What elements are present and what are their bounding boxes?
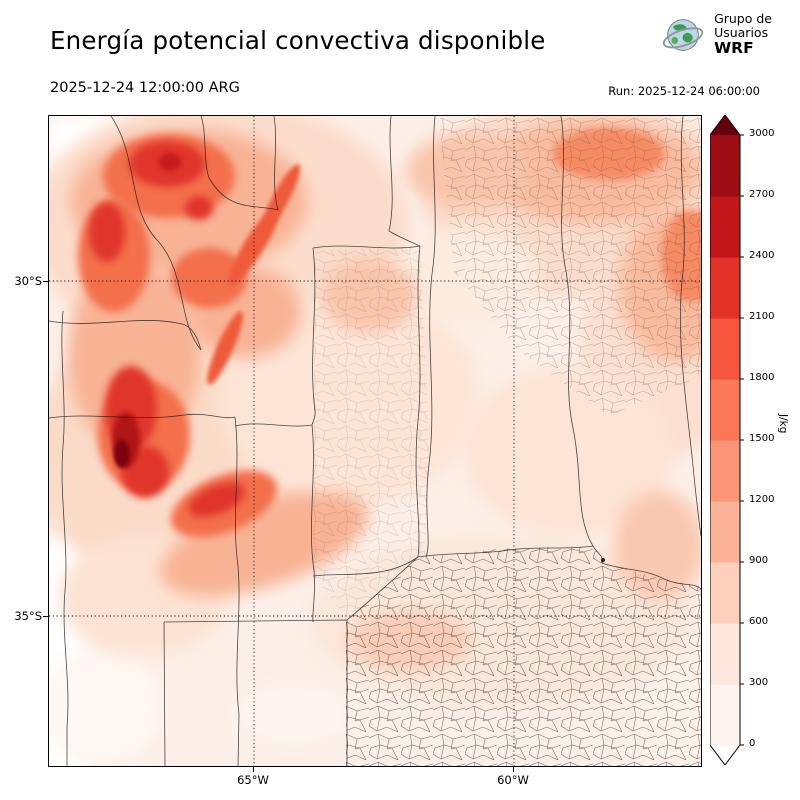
colorbar-tick-label: 2400 xyxy=(749,250,774,261)
map-frame xyxy=(48,115,702,767)
colorbar-tick-label: 300 xyxy=(749,677,768,688)
logo-line1: Grupo de xyxy=(714,12,772,26)
logo-line2: Usuarios xyxy=(714,26,772,40)
colorbar-segment xyxy=(710,440,740,502)
colorbar-segment xyxy=(710,684,740,746)
colorbar-tick-label: 900 xyxy=(749,555,768,566)
colorbar-ticks: 0 300 600 900 1200 1500 1800 2100 2400 2700 3000 xyxy=(747,115,791,765)
lat-tick-35s xyxy=(43,616,48,617)
lon-tick-60w xyxy=(513,767,514,772)
lon-label-60w: 60°W xyxy=(493,773,533,787)
colorbar-segment xyxy=(710,501,740,563)
cape-field-map xyxy=(49,116,701,766)
colorbar-segment xyxy=(710,562,740,624)
colorbar-tick-label: 1200 xyxy=(749,494,774,505)
run-time-label: Run: 2025-12-24 06:00:00 xyxy=(608,84,760,98)
colorbar-tick-label: 600 xyxy=(749,616,768,627)
logo-line3: WRF xyxy=(714,40,772,57)
lon-label-65w: 65°W xyxy=(233,773,273,787)
colorbar-tick-label: 2700 xyxy=(749,189,774,200)
logo-text: Grupo de Usuarios WRF xyxy=(714,12,772,57)
colorbar-svg xyxy=(710,115,746,765)
colorbar-segment xyxy=(710,135,740,197)
delta-marker xyxy=(601,558,605,562)
colorbar-tick-label: 3000 xyxy=(749,128,774,139)
lat-tick-30s xyxy=(43,281,48,282)
colorbar-segment xyxy=(710,196,740,258)
colorbar-tick-label: 1500 xyxy=(749,433,774,444)
wrf-logo: Grupo de Usuarios WRF xyxy=(660,12,772,58)
colorbar-segment xyxy=(710,257,740,319)
colorbar-segment xyxy=(710,623,740,685)
globe-icon xyxy=(660,12,706,58)
colorbar xyxy=(710,115,746,765)
page-title: Energía potencial convectiva disponible xyxy=(50,26,546,55)
valid-time-label: 2025-12-24 12:00:00 ARG xyxy=(50,80,240,96)
colorbar-tick-label: 1800 xyxy=(749,372,774,383)
colorbar-tick-label: 0 xyxy=(749,738,755,749)
colorbar-segment xyxy=(710,379,740,441)
wrf-cape-plot: Energía potencial convectiva disponible … xyxy=(0,0,800,800)
lat-label-30s: 30°S xyxy=(4,274,42,288)
lat-label-35s: 35°S xyxy=(4,609,42,623)
colorbar-tick-label: 2100 xyxy=(749,311,774,322)
colorbar-under-arrow xyxy=(710,745,740,765)
colorbar-segment xyxy=(710,318,740,380)
colorbar-over-arrow xyxy=(710,115,740,135)
lon-tick-65w xyxy=(253,767,254,772)
colorbar-units: J/kg xyxy=(777,414,789,433)
